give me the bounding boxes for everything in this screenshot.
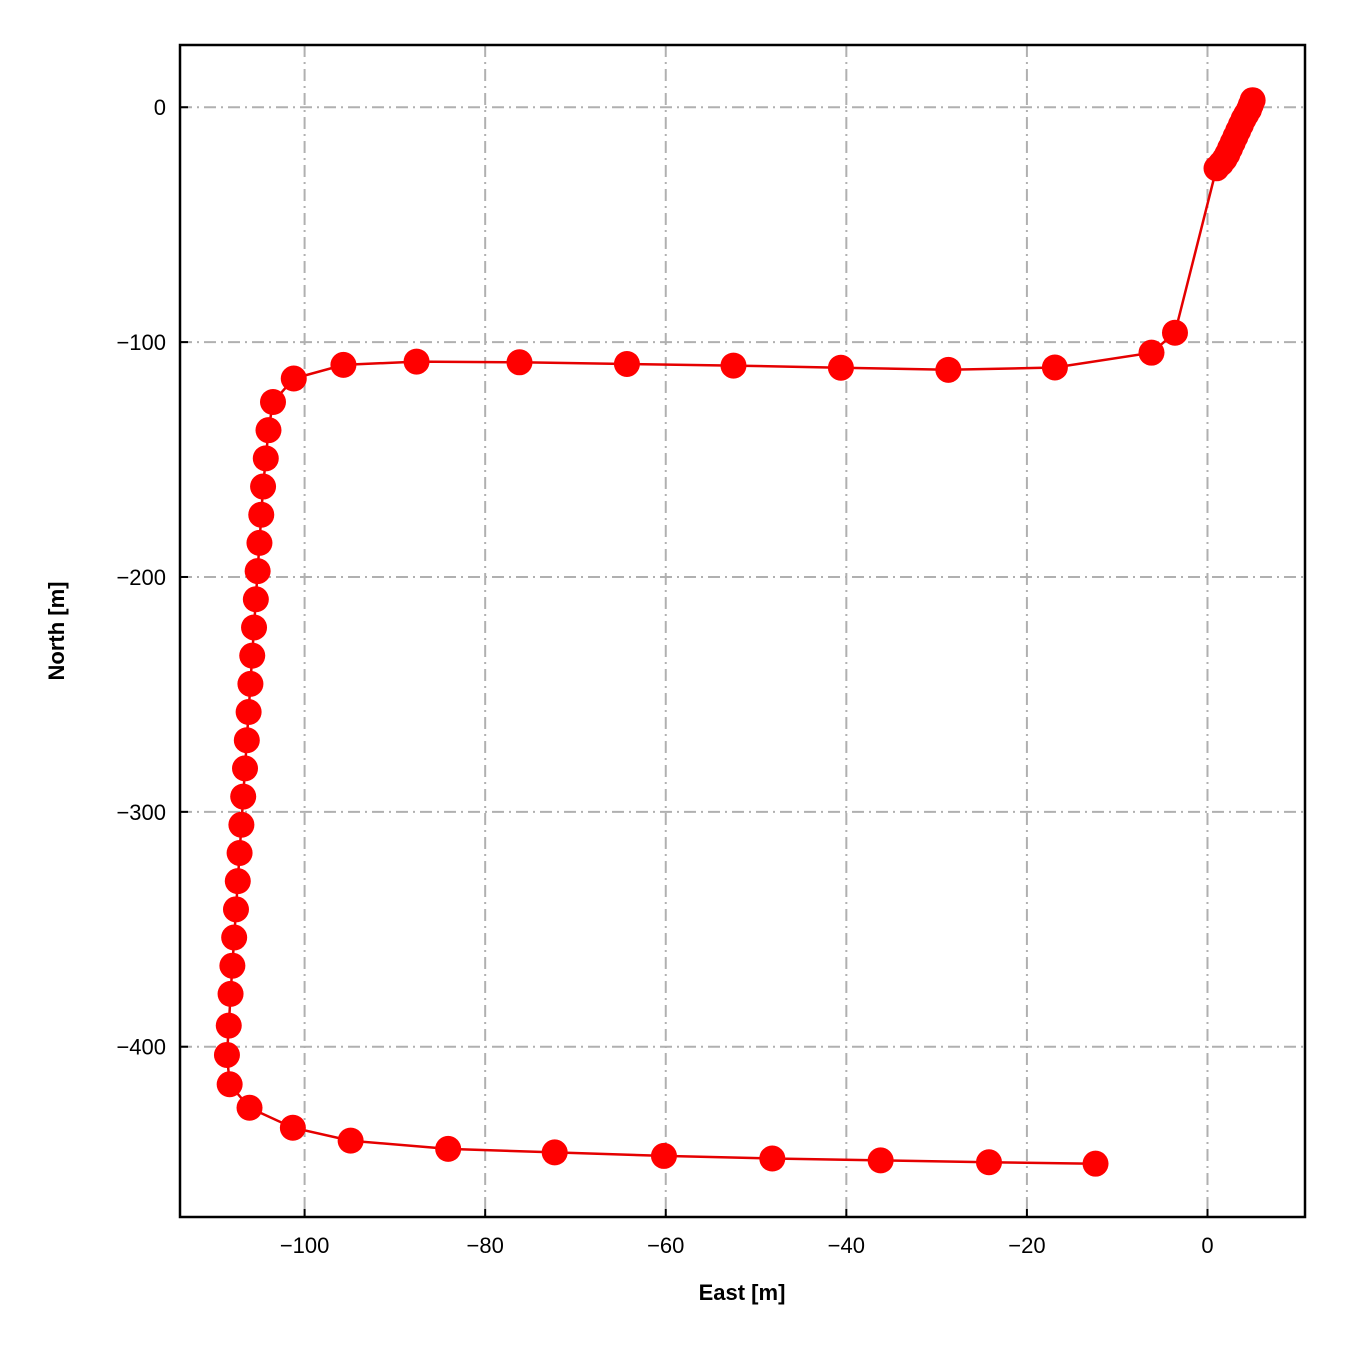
trajectory-point xyxy=(236,1094,263,1121)
x-tick-label: −100 xyxy=(280,1233,330,1258)
x-tick-label: −60 xyxy=(647,1233,684,1258)
trajectory-point xyxy=(250,473,277,500)
trajectory-point xyxy=(242,586,269,613)
trajectory-point xyxy=(867,1147,894,1174)
trajectory-point xyxy=(650,1142,677,1169)
series-layer xyxy=(213,87,1266,1177)
trajectory-point xyxy=(759,1145,786,1172)
trajectory-point xyxy=(259,389,286,416)
x-axis-label: East [m] xyxy=(699,1280,786,1305)
x-tick-label: −20 xyxy=(1008,1233,1045,1258)
trajectory-point xyxy=(219,952,246,979)
trajectory-point xyxy=(1203,155,1230,182)
trajectory-point xyxy=(228,811,255,838)
y-tick-label: 0 xyxy=(154,95,166,120)
plot-frame xyxy=(178,43,1307,1219)
trajectory-point xyxy=(222,896,249,923)
trajectory-point xyxy=(720,352,747,379)
trajectory-point xyxy=(1082,1150,1109,1177)
trajectory-point xyxy=(935,356,962,383)
trajectory-point xyxy=(224,868,251,895)
trajectory-point xyxy=(279,1114,306,1141)
trajectory-point xyxy=(216,1071,243,1098)
trajectory-point xyxy=(403,348,430,375)
trajectory-point xyxy=(255,417,282,444)
y-axis-label: North [m] xyxy=(44,582,69,681)
trajectory-point xyxy=(237,670,264,697)
trajectory-point xyxy=(244,558,271,585)
trajectory-point xyxy=(330,351,357,378)
trajectory-point xyxy=(613,350,640,377)
trajectory-point xyxy=(213,1041,240,1068)
trajectory-point xyxy=(280,365,307,392)
trajectory-point xyxy=(246,529,273,556)
trajectory-point xyxy=(233,727,260,754)
trajectory-point xyxy=(827,354,854,381)
grid xyxy=(180,45,1305,1217)
trajectory-point xyxy=(1041,354,1068,381)
y-tick-label: −300 xyxy=(116,800,166,825)
x-tick-label: 0 xyxy=(1201,1233,1213,1258)
y-tick-label: −400 xyxy=(116,1035,166,1060)
trajectory-point xyxy=(235,699,262,726)
x-tick-label: −40 xyxy=(828,1233,865,1258)
trajectory-point xyxy=(226,839,253,866)
trajectory-point xyxy=(337,1127,364,1154)
trajectory-point xyxy=(248,501,275,528)
ticks: −100 −80 −60 −40 −20 00−100−200−300−400 xyxy=(116,95,1213,1258)
trajectory-point xyxy=(215,1012,242,1039)
trajectory-point xyxy=(541,1139,568,1166)
trajectory-point xyxy=(221,924,248,951)
trajectory-point xyxy=(975,1149,1002,1176)
trajectory-point xyxy=(1138,339,1165,366)
trajectory-point xyxy=(241,614,268,641)
trajectory-point xyxy=(230,783,257,810)
trajectory-point xyxy=(217,980,244,1007)
x-tick-label: −80 xyxy=(467,1233,504,1258)
y-tick-label: −100 xyxy=(116,330,166,355)
trajectory-point xyxy=(239,642,266,669)
trajectory-point xyxy=(252,445,279,472)
trajectory-point xyxy=(435,1135,462,1162)
trajectory-point xyxy=(506,349,533,376)
trajectory-point xyxy=(1161,319,1188,346)
y-tick-label: −200 xyxy=(116,565,166,590)
trajectory-point xyxy=(232,755,259,782)
